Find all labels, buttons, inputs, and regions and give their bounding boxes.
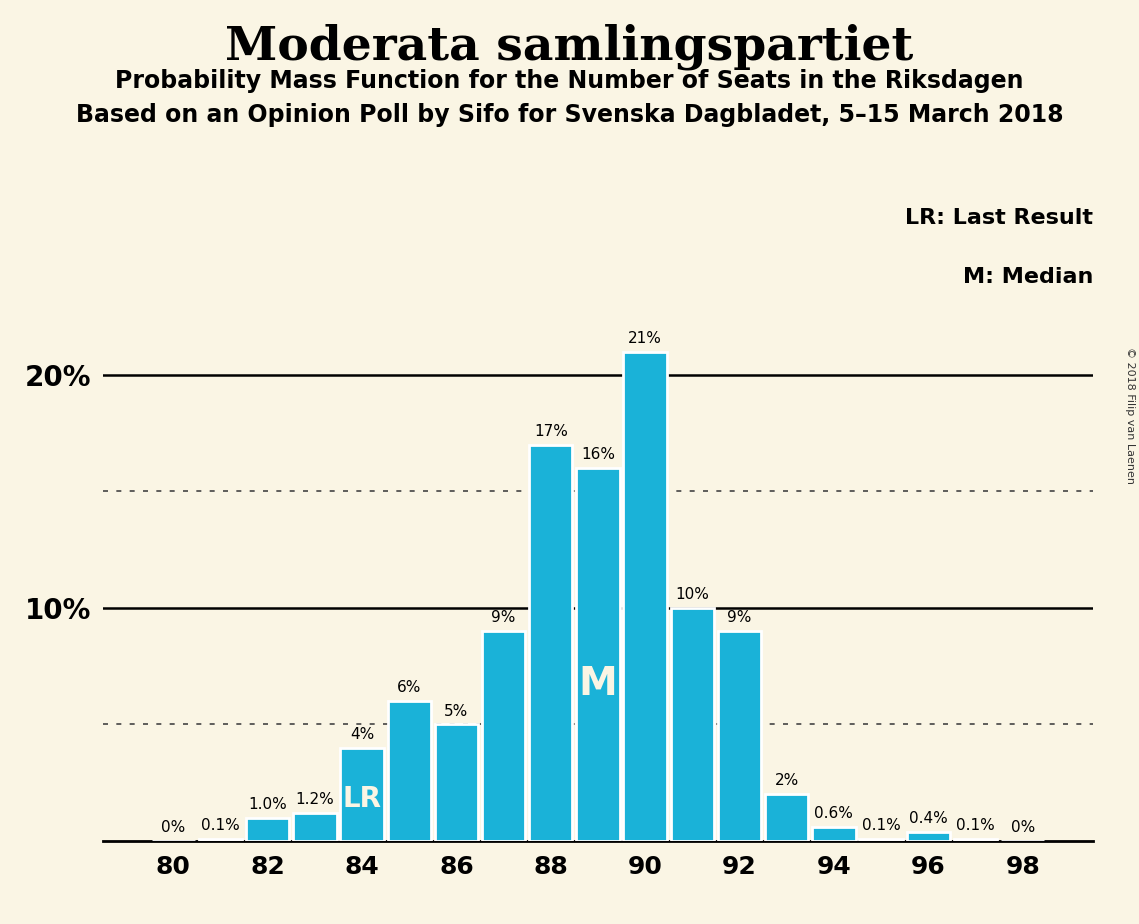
Text: 0.1%: 0.1% bbox=[862, 818, 901, 833]
Bar bbox=[387, 701, 431, 841]
Text: 0%: 0% bbox=[161, 820, 186, 835]
Text: 0%: 0% bbox=[1010, 820, 1035, 835]
Text: 17%: 17% bbox=[534, 424, 567, 439]
Bar bbox=[765, 795, 809, 841]
Bar bbox=[953, 838, 997, 841]
Text: 1.2%: 1.2% bbox=[295, 792, 334, 807]
Text: 0.6%: 0.6% bbox=[814, 806, 853, 821]
Text: © 2018 Filip van Laenen: © 2018 Filip van Laenen bbox=[1125, 347, 1134, 484]
Text: 9%: 9% bbox=[728, 611, 752, 626]
Bar bbox=[341, 748, 384, 841]
Text: 5%: 5% bbox=[444, 703, 468, 719]
Text: Based on an Opinion Poll by Sifo for Svenska Dagbladet, 5–15 March 2018: Based on an Opinion Poll by Sifo for Sve… bbox=[75, 103, 1064, 128]
Text: LR: LR bbox=[343, 784, 382, 813]
Bar bbox=[482, 631, 525, 841]
Bar bbox=[671, 608, 714, 841]
Bar bbox=[293, 813, 336, 841]
Text: Moderata samlingspartiet: Moderata samlingspartiet bbox=[226, 23, 913, 69]
Text: 1.0%: 1.0% bbox=[248, 796, 287, 811]
Bar bbox=[860, 838, 903, 841]
Text: 2%: 2% bbox=[775, 773, 798, 788]
Bar bbox=[199, 838, 243, 841]
Text: 21%: 21% bbox=[629, 331, 662, 346]
Text: 0.1%: 0.1% bbox=[956, 818, 994, 833]
Text: M: Median: M: Median bbox=[964, 267, 1093, 287]
Text: 4%: 4% bbox=[350, 727, 375, 742]
Bar bbox=[435, 724, 478, 841]
Bar bbox=[907, 832, 950, 841]
Text: 6%: 6% bbox=[398, 680, 421, 695]
Bar bbox=[812, 827, 855, 841]
Bar bbox=[246, 818, 289, 841]
Bar bbox=[718, 631, 761, 841]
Text: M: M bbox=[579, 665, 617, 703]
Text: 0.1%: 0.1% bbox=[202, 818, 240, 833]
Text: 0.4%: 0.4% bbox=[909, 810, 948, 826]
Bar bbox=[576, 468, 620, 841]
Bar bbox=[530, 444, 573, 841]
Text: 9%: 9% bbox=[491, 611, 516, 626]
Text: Probability Mass Function for the Number of Seats in the Riksdagen: Probability Mass Function for the Number… bbox=[115, 69, 1024, 93]
Bar bbox=[623, 351, 666, 841]
Text: 16%: 16% bbox=[581, 447, 615, 462]
Text: LR: Last Result: LR: Last Result bbox=[906, 209, 1093, 228]
Text: 10%: 10% bbox=[675, 587, 710, 602]
